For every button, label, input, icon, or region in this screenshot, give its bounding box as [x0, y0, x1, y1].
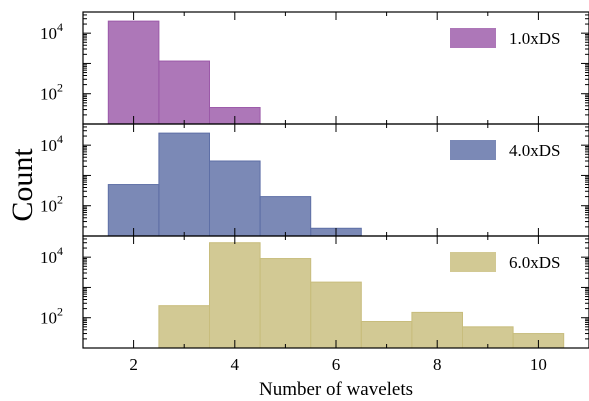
bar [209, 160, 261, 237]
bar [259, 258, 312, 349]
legend-swatch [450, 252, 496, 272]
bar [310, 281, 362, 349]
y-axis-label: Count [6, 148, 39, 222]
panel-3: 102 104 6.0xDS [40, 235, 589, 349]
x-tick-label: 10 [530, 355, 547, 374]
x-tick-label: 8 [433, 355, 442, 374]
bar [107, 184, 160, 237]
x-tick-label: 4 [231, 355, 240, 374]
y-tick-label: 104 [40, 20, 63, 43]
y-tick-label: 102 [40, 81, 63, 104]
bar [209, 242, 261, 349]
panel-frame [82, 235, 589, 349]
panel-2: 102 104 4.0xDS [40, 123, 589, 237]
bar [158, 132, 210, 237]
legend-swatch [450, 28, 496, 48]
x-axis-label: Number of wavelets [259, 379, 413, 400]
panels-group: 102 104 1.0xDS 102 104 4.0xDS 102 104 6.0xDS 2 4 6 8… [40, 11, 589, 374]
bar [158, 305, 210, 349]
bar [158, 60, 210, 125]
legend-label: 4.0xDS [509, 141, 560, 160]
legend-label: 6.0xDS [509, 253, 560, 272]
y-tick-label: 104 [40, 244, 63, 267]
panel-1: 102 104 1.0xDS [40, 11, 589, 125]
y-tick-label: 104 [40, 132, 63, 155]
bar [107, 20, 160, 125]
legend-label: 1.0xDS [509, 29, 560, 48]
legend-swatch [450, 140, 496, 160]
x-tick-label: 2 [129, 355, 138, 374]
y-tick-label: 102 [40, 193, 63, 216]
x-tick-label: 6 [332, 355, 341, 374]
bar [259, 196, 312, 237]
y-tick-label: 102 [40, 305, 63, 328]
